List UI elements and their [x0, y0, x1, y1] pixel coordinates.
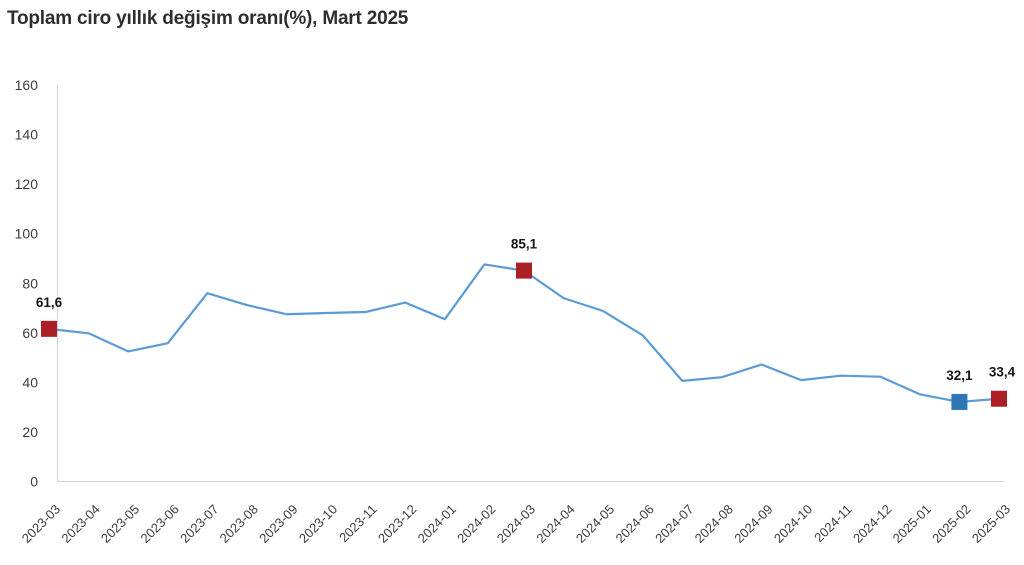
- y-axis-tick-label: 100: [15, 226, 39, 242]
- data-point-label: 85,1: [511, 237, 538, 252]
- x-axis-tick-label: 2024-10: [771, 502, 815, 546]
- y-axis-tick-label: 160: [15, 77, 39, 93]
- x-axis-tick-label: 2023-09: [256, 502, 300, 546]
- y-axis-tick-label: 0: [30, 474, 38, 490]
- y-axis-tick-label: 80: [22, 275, 38, 291]
- x-axis-tick-label: 2024-11: [811, 502, 855, 546]
- x-axis-tick-label: 2023-04: [58, 502, 102, 546]
- x-axis-tick-label: 2024-07: [652, 502, 696, 546]
- chart-title: Toplam ciro yıllık değişim oranı(%), Mar…: [7, 8, 409, 29]
- x-axis-tick-label: 2025-03: [969, 502, 1013, 546]
- x-axis-tick-label: 2023-07: [177, 502, 221, 546]
- data-point-label: 32,1: [946, 368, 973, 383]
- y-axis-tick-label: 120: [15, 176, 39, 192]
- x-axis-tick-label: 2023-05: [98, 502, 142, 546]
- y-axis-tick-label: 60: [22, 325, 38, 341]
- x-axis-tick-label: 2024-08: [692, 502, 736, 546]
- x-axis-tick-label: 2025-01: [890, 502, 934, 546]
- x-axis-tick-label: 2023-06: [138, 502, 182, 546]
- x-axis-tick-label: 2023-08: [217, 502, 261, 546]
- x-axis-tick-label: 2023-03: [19, 502, 63, 546]
- x-axis-tick-label: 2024-09: [731, 502, 775, 546]
- data-point-marker: [951, 393, 968, 410]
- data-point-marker: [41, 320, 57, 337]
- data-line: [47, 263, 1001, 404]
- x-axis-tick-label: 2024-05: [573, 502, 617, 546]
- x-axis-tick-label: 2023-12: [375, 502, 419, 546]
- y-axis-tick-label: 40: [22, 374, 38, 390]
- y-axis-tick-label: 140: [15, 127, 39, 143]
- x-axis-tick-label: 2024-12: [850, 502, 894, 546]
- x-axis-tick-label: 2023-10: [296, 502, 340, 546]
- data-point-marker: [516, 262, 532, 279]
- x-axis-tick-label: 2023-11: [336, 502, 380, 546]
- x-axis-tick-label: 2024-06: [613, 502, 657, 546]
- data-point-label: 61,6: [36, 295, 63, 310]
- x-axis-tick-label: 2025-02: [929, 502, 973, 546]
- data-point-marker: [991, 390, 1007, 407]
- x-axis-tick-label: 2024-02: [454, 502, 498, 546]
- x-axis-tick-label: 2024-04: [533, 502, 577, 546]
- y-axis-tick-label: 20: [22, 424, 38, 440]
- x-axis-tick-label: 2024-01: [415, 502, 459, 546]
- data-point-label: 33,4: [989, 365, 1016, 380]
- x-axis-tick-label: 2024-03: [494, 502, 538, 546]
